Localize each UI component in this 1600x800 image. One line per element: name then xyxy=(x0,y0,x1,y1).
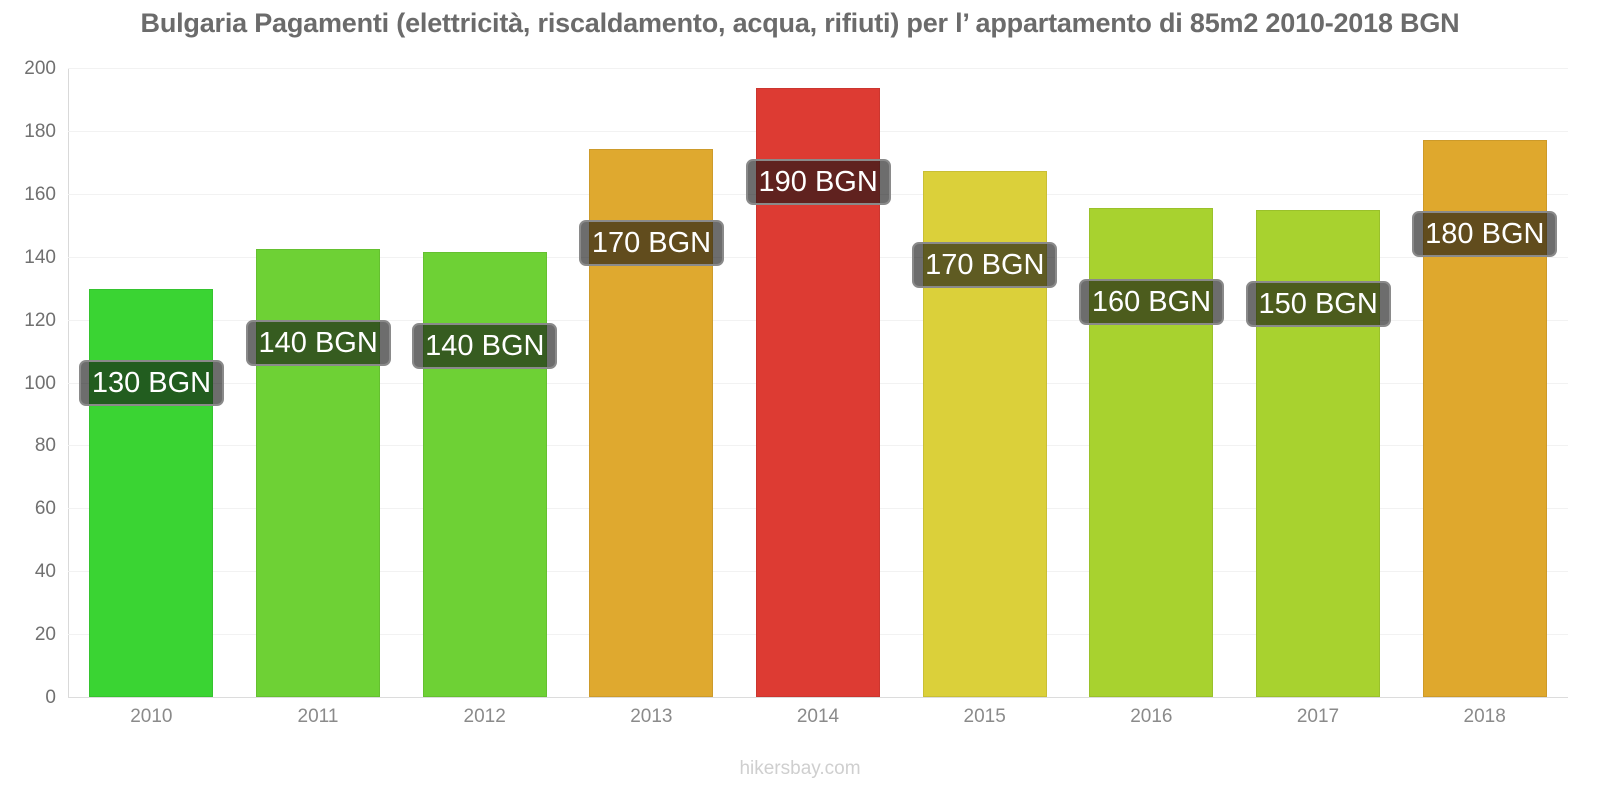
x-tick-label-2011: 2011 xyxy=(297,706,339,727)
y-tick-label: 140 xyxy=(24,246,56,268)
source-watermark: hikersbay.com xyxy=(739,758,861,779)
x-tick-label-2015: 2015 xyxy=(963,706,1006,727)
x-tick-label-2010: 2010 xyxy=(130,706,173,727)
x-tick-label-2017: 2017 xyxy=(1296,706,1340,727)
value-label-2012: 140 BGN xyxy=(412,322,558,369)
y-tick-label: 60 xyxy=(34,498,56,520)
y-tick-label: 200 xyxy=(24,58,56,79)
value-label-2011: 140 BGN xyxy=(245,320,391,367)
value-label-2017: 150 BGN xyxy=(1245,281,1391,328)
y-tick-label: 40 xyxy=(34,561,56,583)
x-tick-label-2013: 2013 xyxy=(630,706,673,727)
x-tick-label-2012: 2012 xyxy=(463,706,506,727)
value-label-2018: 180 BGN xyxy=(1412,211,1558,258)
y-tick-label: 160 xyxy=(24,183,56,205)
x-tick-label-2018: 2018 xyxy=(1463,706,1506,727)
y-tick-label: 120 xyxy=(24,309,56,331)
bar-2012[interactable] xyxy=(422,251,547,697)
value-label-2013: 170 BGN xyxy=(578,219,725,266)
value-label-2015: 170 BGN xyxy=(912,242,1058,289)
chart-title: Bulgaria Pagamenti (elettricità, riscald… xyxy=(140,8,1460,38)
y-tick-label: 0 xyxy=(45,687,56,708)
y-tick-label: 80 xyxy=(34,435,56,457)
gridline xyxy=(68,697,1568,698)
x-tick-label-2014: 2014 xyxy=(796,706,840,727)
value-label-2010: 130 BGN xyxy=(78,360,225,407)
y-tick-label: 20 xyxy=(34,624,56,646)
y-tick-label: 180 xyxy=(24,120,56,142)
bar-2010[interactable] xyxy=(89,289,214,697)
gridline xyxy=(68,68,1568,69)
bar-2011[interactable] xyxy=(256,249,380,697)
y-tick-label: 100 xyxy=(24,372,56,394)
x-tick-label-2016: 2016 xyxy=(1130,706,1173,727)
value-label-2016: 160 BGN xyxy=(1078,278,1225,325)
value-label-2014: 190 BGN xyxy=(745,159,891,206)
